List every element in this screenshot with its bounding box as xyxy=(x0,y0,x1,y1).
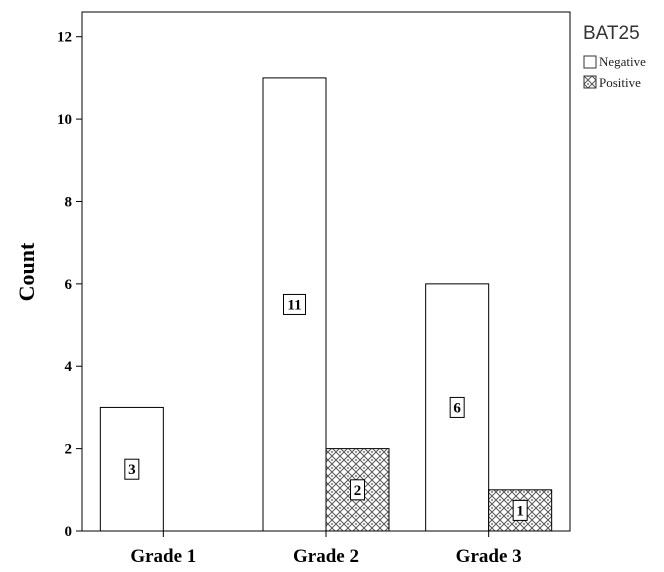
y-axis-label: Count xyxy=(14,242,39,301)
y-tick-label: 0 xyxy=(65,524,73,540)
data-label-box xyxy=(449,396,465,418)
data-label: 11 xyxy=(287,297,301,313)
y-tick-label: 12 xyxy=(57,30,72,46)
x-tick-label: Grade 3 xyxy=(456,546,522,567)
legend-label-positive: Positive xyxy=(599,75,641,90)
y-tick-label: 10 xyxy=(57,112,72,128)
legend-label-negative: Negative xyxy=(599,54,646,69)
data-label: 6 xyxy=(453,400,461,416)
x-tick-label: Grade 1 xyxy=(130,546,196,567)
data-label-box xyxy=(124,458,140,480)
y-tick-label: 6 xyxy=(65,277,73,293)
legend-swatch-positive xyxy=(583,75,597,89)
data-label: 3 xyxy=(128,462,136,478)
data-label-box xyxy=(283,293,306,315)
legend-title: BAT25 xyxy=(583,23,640,44)
legend: BAT25 Negative Positive xyxy=(583,23,646,90)
data-label: 1 xyxy=(516,503,524,519)
legend-swatch-negative xyxy=(583,55,597,69)
data-label-box xyxy=(350,479,365,501)
y-tick-label: 8 xyxy=(65,194,73,210)
y-tick-label: 2 xyxy=(65,442,73,458)
data-label-box xyxy=(512,499,528,521)
bar-negative xyxy=(262,77,327,532)
data-label: 2 xyxy=(354,483,362,499)
x-tick-label: Grade 2 xyxy=(293,546,359,567)
y-tick-label: 4 xyxy=(65,359,73,375)
